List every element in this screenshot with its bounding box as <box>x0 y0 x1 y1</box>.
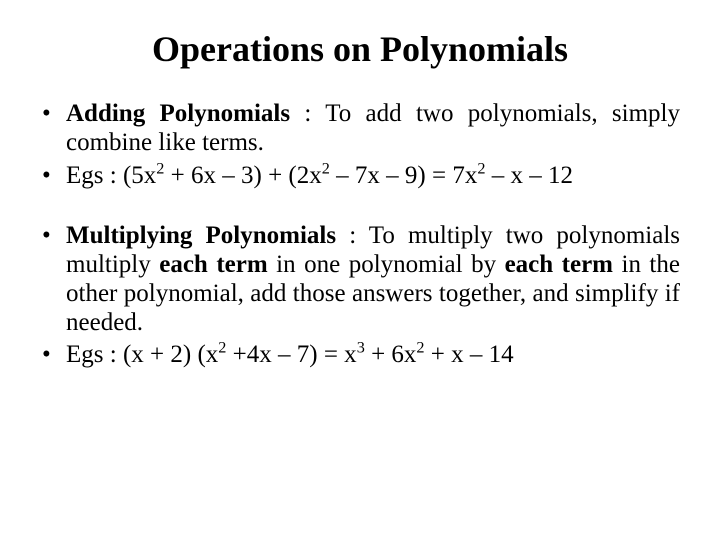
eg-add-4: – x – 12 <box>485 162 573 189</box>
bullet-adding: Adding Polynomials : To add two polynomi… <box>40 100 680 158</box>
bullet-multiplying: Multiplying Polynomials : To multiply tw… <box>40 222 680 337</box>
sup-icon: 2 <box>322 159 330 177</box>
bullet-multiplying-example: Egs : (x + 2) (x2 +4x – 7) = x3 + 6x2 + … <box>40 341 680 370</box>
bullet-mult-m2: in one polynomial by <box>268 251 505 278</box>
eg-mult-4: + x – 14 <box>425 341 514 368</box>
bullet-list: Adding Polynomials : To add two polynomi… <box>40 100 680 370</box>
eg-add-3: – 7x – 9) = 7x <box>330 162 477 189</box>
sup-icon: 2 <box>416 339 424 357</box>
spacer <box>40 194 680 218</box>
bullet-mult-lead: Multiplying Polynomials <box>66 222 336 249</box>
bullet-mult-b2: each term <box>505 251 613 278</box>
slide-title: Operations on Polynomials <box>40 28 680 70</box>
bullet-adding-lead: Adding Polynomials <box>66 100 290 127</box>
eg-add-1: Egs : (5x <box>66 162 156 189</box>
eg-mult-2: +4x – 7) = x <box>226 341 356 368</box>
eg-mult-1: Egs : (x + 2) (x <box>66 341 218 368</box>
bullet-mult-b1: each term <box>159 251 267 278</box>
bullet-adding-example: Egs : (5x2 + 6x – 3) + (2x2 – 7x – 9) = … <box>40 162 680 191</box>
eg-mult-3: + 6x <box>365 341 417 368</box>
eg-add-2: + 6x – 3) + (2x <box>164 162 321 189</box>
slide: Operations on Polynomials Adding Polynom… <box>0 0 720 540</box>
sup-icon: 3 <box>357 339 365 357</box>
